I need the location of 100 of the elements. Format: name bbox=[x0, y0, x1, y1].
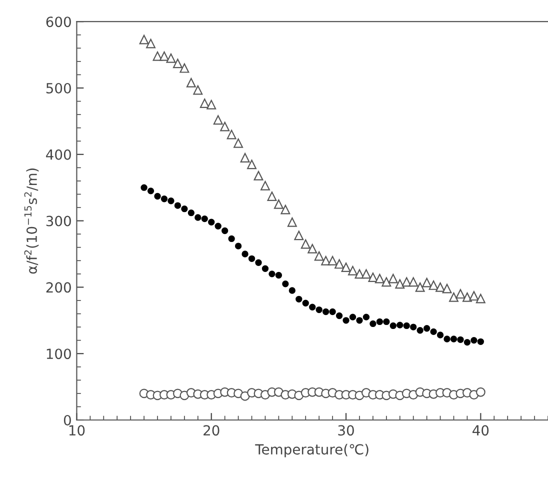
y-tick-label: 100 bbox=[46, 348, 71, 360]
point bbox=[287, 217, 297, 227]
point bbox=[395, 279, 405, 289]
y-tick-label: 600 bbox=[46, 16, 71, 28]
point bbox=[201, 215, 208, 222]
x-tick-label: 40 bbox=[472, 425, 489, 436]
point bbox=[280, 204, 290, 214]
point bbox=[456, 289, 466, 299]
point bbox=[309, 304, 316, 310]
point bbox=[396, 322, 404, 328]
point bbox=[254, 170, 264, 180]
y-tick-label: 0 bbox=[64, 414, 71, 426]
y-tick-label: 300 bbox=[46, 216, 71, 226]
y-tick-label: 400 bbox=[46, 149, 71, 160]
point bbox=[469, 291, 479, 301]
point bbox=[374, 274, 384, 284]
point bbox=[268, 270, 276, 278]
point bbox=[336, 312, 343, 320]
point bbox=[214, 222, 222, 230]
point bbox=[422, 278, 432, 288]
point bbox=[194, 214, 202, 221]
point bbox=[139, 34, 149, 44]
point bbox=[213, 115, 223, 125]
point bbox=[296, 296, 302, 302]
x-tick-label: 20 bbox=[204, 425, 220, 436]
point bbox=[390, 322, 396, 330]
point bbox=[172, 58, 182, 68]
point bbox=[402, 277, 412, 287]
y-axis-title: α/f$^{2}$(10$^{−15}$s$^{2}$/m) bbox=[24, 168, 39, 274]
point bbox=[370, 320, 376, 328]
point bbox=[260, 180, 270, 190]
point bbox=[267, 192, 277, 201]
point bbox=[450, 336, 458, 342]
point bbox=[146, 38, 156, 48]
point bbox=[368, 272, 378, 282]
point bbox=[147, 188, 154, 194]
point bbox=[274, 199, 284, 209]
point bbox=[234, 242, 242, 250]
point bbox=[476, 387, 486, 397]
point bbox=[220, 122, 230, 132]
point bbox=[288, 287, 296, 294]
point bbox=[300, 239, 310, 249]
point bbox=[348, 266, 358, 276]
point bbox=[275, 272, 282, 279]
point bbox=[255, 259, 262, 266]
point bbox=[341, 262, 351, 272]
point bbox=[168, 198, 174, 204]
point bbox=[248, 255, 256, 262]
point bbox=[477, 338, 484, 345]
point bbox=[200, 98, 210, 108]
point bbox=[382, 277, 392, 287]
point bbox=[403, 322, 410, 330]
point bbox=[242, 250, 248, 258]
point bbox=[354, 269, 364, 279]
point bbox=[316, 306, 322, 314]
x-axis-title: Temperature(℃) bbox=[255, 444, 368, 458]
x-tick-label: 10 bbox=[69, 425, 85, 436]
point bbox=[302, 300, 309, 306]
point bbox=[282, 280, 289, 288]
point bbox=[160, 196, 168, 202]
point bbox=[321, 256, 331, 266]
point bbox=[457, 336, 464, 343]
point bbox=[408, 277, 418, 287]
point bbox=[308, 244, 318, 254]
point bbox=[376, 318, 384, 326]
point bbox=[362, 269, 371, 279]
point bbox=[410, 324, 417, 330]
point bbox=[160, 51, 169, 61]
point bbox=[464, 338, 471, 346]
point bbox=[462, 292, 472, 302]
point bbox=[247, 160, 256, 170]
point bbox=[180, 63, 190, 73]
point bbox=[226, 130, 236, 140]
point bbox=[174, 202, 182, 209]
y-tick-label: 200 bbox=[46, 282, 71, 293]
point bbox=[140, 184, 148, 191]
point bbox=[188, 210, 195, 216]
point bbox=[240, 153, 250, 162]
point bbox=[476, 294, 486, 304]
point bbox=[430, 328, 437, 336]
point bbox=[423, 325, 430, 332]
point bbox=[470, 336, 478, 344]
point bbox=[449, 292, 458, 302]
point bbox=[152, 51, 162, 61]
point bbox=[181, 206, 188, 212]
point bbox=[294, 230, 304, 240]
point bbox=[444, 336, 450, 342]
point bbox=[186, 78, 196, 88]
point bbox=[428, 280, 438, 290]
point bbox=[166, 53, 176, 63]
y-tick-label: 500 bbox=[46, 82, 71, 94]
point bbox=[193, 85, 203, 95]
point bbox=[349, 314, 356, 320]
point bbox=[383, 318, 390, 326]
point bbox=[228, 235, 235, 242]
point bbox=[328, 256, 338, 266]
point bbox=[416, 327, 424, 334]
point bbox=[334, 259, 344, 269]
point bbox=[436, 332, 444, 338]
point bbox=[356, 317, 363, 324]
